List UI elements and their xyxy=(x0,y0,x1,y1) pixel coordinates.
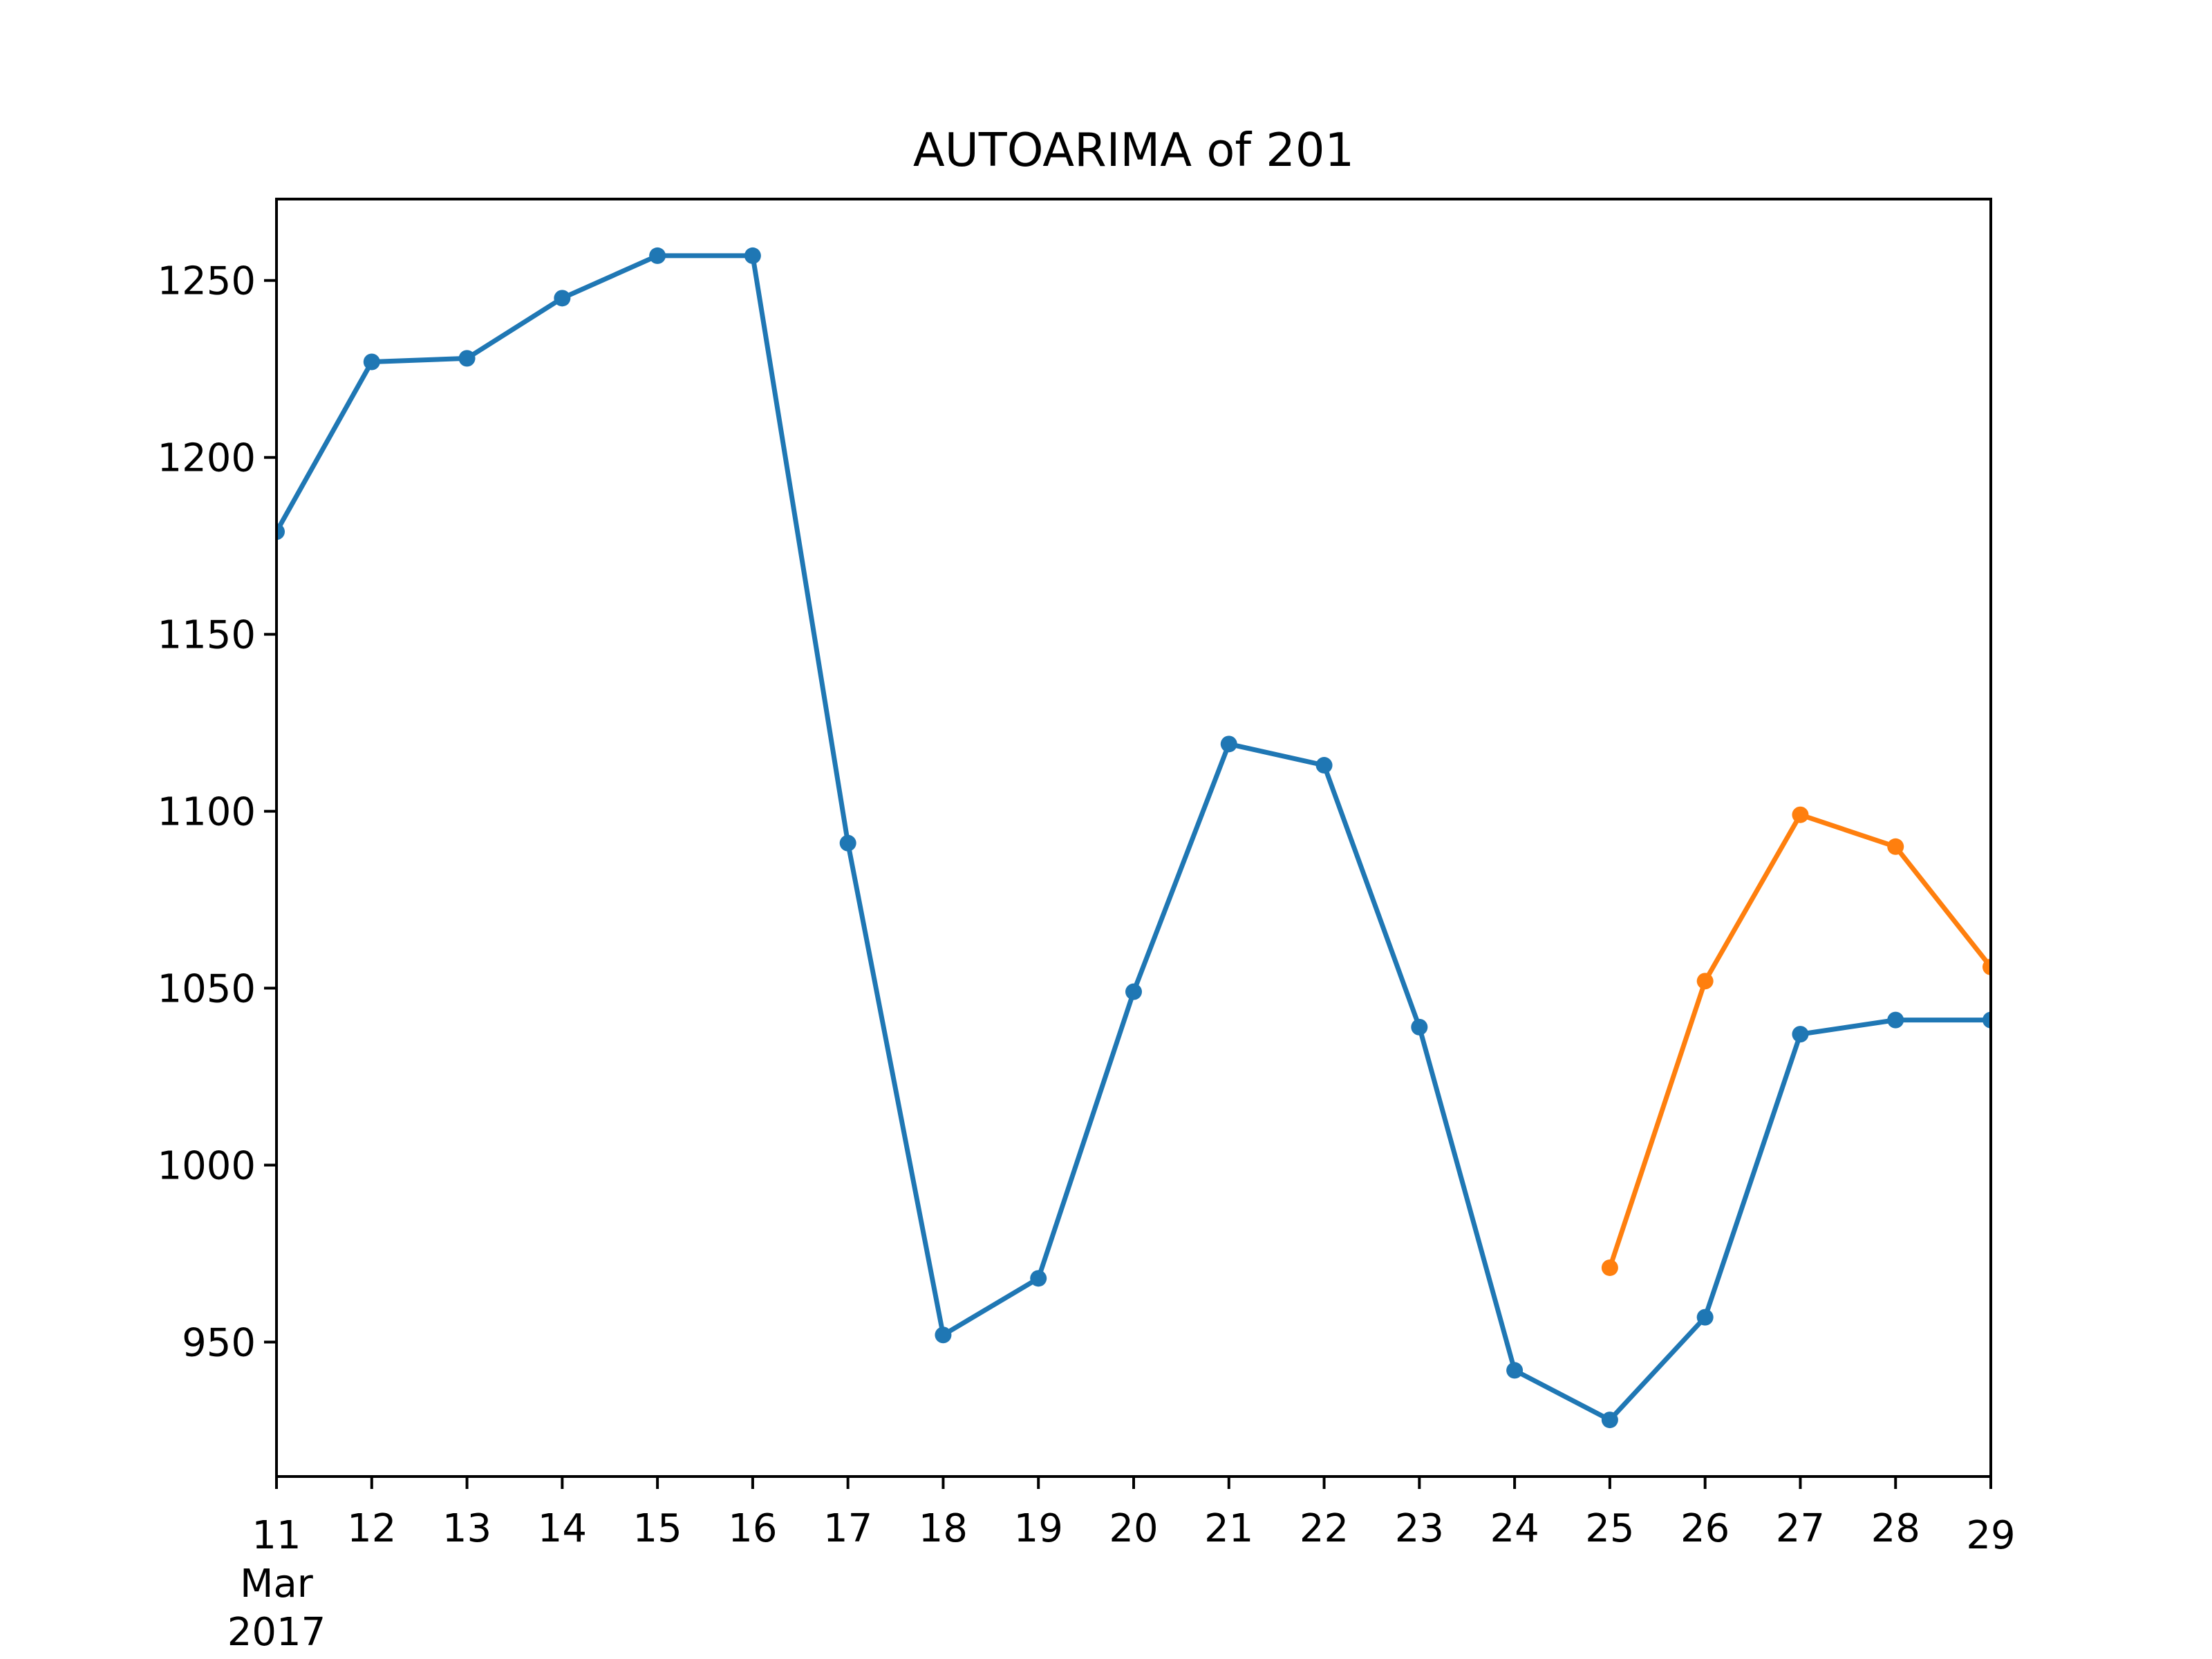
series-0-point xyxy=(1792,1026,1809,1043)
series-0-point xyxy=(1411,1018,1428,1035)
x-tick-label: 29 xyxy=(1966,1513,2015,1558)
x-tick-label: 27 xyxy=(1776,1506,1825,1551)
series-0-point xyxy=(458,350,476,367)
series-0-point xyxy=(1506,1362,1524,1379)
y-tick-label: 1150 xyxy=(157,613,256,658)
series-1-point xyxy=(1696,973,1714,990)
x-tick-label: 19 xyxy=(1014,1506,1063,1551)
x-axis: 11 12 13 14 15 16 17 18 19 20 21 22 23 24 25 26 27 28 29 Ma… xyxy=(227,1477,2016,1655)
x-tick-label: 17 xyxy=(823,1506,872,1551)
series-layer xyxy=(276,247,1991,1429)
y-axis: 950 1000 1050 1100 1150 1200 1250 xyxy=(157,259,276,1365)
series-0-point xyxy=(935,1327,952,1344)
chart-title: AUTOARIMA of 201 xyxy=(913,123,1354,177)
series-1-point xyxy=(1601,1259,1618,1276)
x-tick-label: 28 xyxy=(1871,1506,1920,1551)
series-0-point xyxy=(1125,983,1142,1000)
x-tick-label: 12 xyxy=(347,1506,396,1551)
series-0-point xyxy=(839,834,856,852)
y-tick-label: 1050 xyxy=(157,967,256,1012)
x-tick-label: 16 xyxy=(728,1506,777,1551)
y-tick-label: 1200 xyxy=(157,436,256,481)
x-tick-label: 11 xyxy=(252,1513,301,1558)
y-tick-label: 950 xyxy=(182,1320,256,1365)
series-0-point xyxy=(744,247,761,264)
series-0-point xyxy=(554,290,571,307)
series-0-point xyxy=(1220,735,1237,753)
series-0-line xyxy=(276,253,1991,1423)
x-tick-label: 20 xyxy=(1109,1506,1158,1551)
x-tick-label: 13 xyxy=(442,1506,491,1551)
series-1-point xyxy=(1983,958,1991,975)
series-0-point xyxy=(1887,1011,1904,1029)
series-0-point xyxy=(1315,757,1333,774)
x-tick-label: 15 xyxy=(632,1506,682,1551)
series-1-point xyxy=(1887,838,1904,855)
plot-frame xyxy=(275,198,1992,1478)
y-tick-label: 1100 xyxy=(157,790,256,835)
series-0-point xyxy=(1601,1412,1618,1429)
x-tick-label: 18 xyxy=(919,1506,968,1551)
x-month-label: Mar xyxy=(240,1562,314,1606)
y-tick-label: 1000 xyxy=(157,1144,256,1189)
x-tick-label: 22 xyxy=(1300,1506,1349,1551)
x-tick-label: 14 xyxy=(538,1506,587,1551)
x-tick-label: 24 xyxy=(1490,1506,1539,1551)
series-1-point xyxy=(1792,806,1809,823)
x-year-label: 2017 xyxy=(227,1610,326,1655)
series-0-point xyxy=(1983,1011,1991,1029)
series-0-point xyxy=(363,353,380,371)
series-0-point xyxy=(1030,1270,1047,1287)
series-0-point xyxy=(276,523,285,541)
x-tick-label: 23 xyxy=(1395,1506,1444,1551)
x-tick-label: 25 xyxy=(1585,1506,1634,1551)
x-tick-label: 26 xyxy=(1680,1506,1730,1551)
series-0-point xyxy=(649,247,666,264)
y-tick-label: 1250 xyxy=(157,259,256,304)
x-tick-label: 21 xyxy=(1204,1506,1253,1551)
series-0-point xyxy=(1696,1309,1714,1326)
